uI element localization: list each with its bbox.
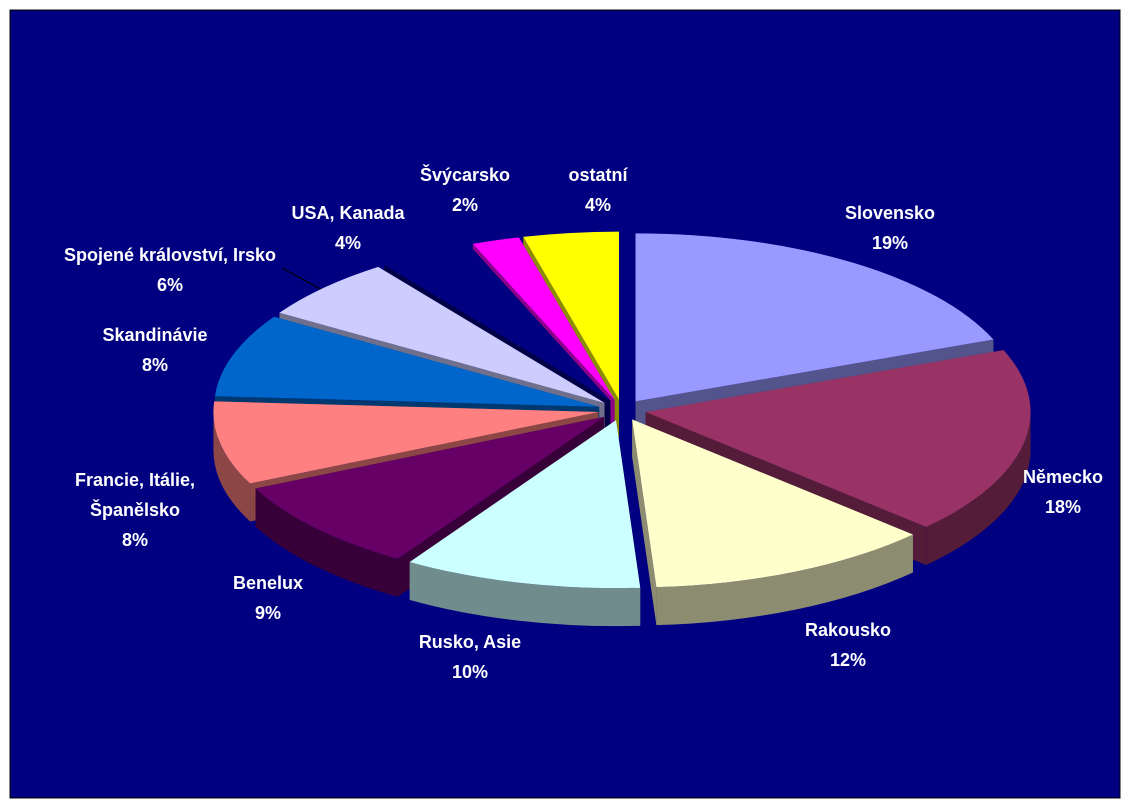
value-label: 6% bbox=[156, 275, 183, 295]
data-label: Skandinávie 8% bbox=[102, 320, 207, 380]
value-label: 8% bbox=[141, 355, 169, 375]
data-label: Spojené království, Irsko 6% bbox=[50, 240, 290, 300]
category-label: Rakousko bbox=[804, 620, 892, 640]
slice bbox=[384, 244, 611, 401]
slice bbox=[523, 231, 619, 400]
slice-wall bbox=[656, 534, 913, 626]
slice bbox=[409, 420, 641, 589]
category-label: Švýcarsko bbox=[419, 165, 511, 185]
category-label: Francie, Itálie, Španělsko bbox=[74, 470, 196, 520]
leader-line bbox=[281, 267, 327, 293]
category-label: Slovensko bbox=[844, 203, 936, 223]
data-label: Švýcarsko 2% bbox=[420, 160, 510, 220]
slice-wall bbox=[926, 411, 1031, 565]
slice-wall bbox=[213, 411, 251, 522]
slice bbox=[213, 401, 599, 484]
value-label: 4% bbox=[584, 195, 612, 215]
data-label: Rusko, Asie 10% bbox=[419, 627, 521, 687]
slice-wall bbox=[255, 488, 398, 597]
category-label: Německo bbox=[1022, 467, 1104, 487]
data-label: Německo 18% bbox=[1023, 462, 1103, 522]
value-label: 4% bbox=[334, 233, 361, 253]
slice bbox=[472, 237, 615, 401]
value-label: 10% bbox=[451, 662, 489, 682]
value-label: 2% bbox=[451, 195, 479, 215]
data-label: Benelux 9% bbox=[233, 568, 303, 628]
category-label: Benelux bbox=[232, 573, 304, 593]
slice bbox=[279, 266, 605, 403]
category-label: Skandinávie bbox=[102, 325, 208, 345]
category-label: Rusko, Asie bbox=[418, 632, 522, 652]
slice bbox=[632, 419, 913, 588]
slice bbox=[255, 416, 604, 559]
value-label: 12% bbox=[829, 650, 867, 670]
slice bbox=[635, 233, 994, 402]
slice bbox=[645, 350, 1031, 527]
slice bbox=[214, 316, 600, 407]
value-label: 9% bbox=[254, 603, 281, 623]
data-label: Slovensko 19% bbox=[845, 198, 935, 258]
slice-wall bbox=[409, 561, 641, 627]
slice-side bbox=[632, 419, 657, 626]
category-label: USA, Kanada bbox=[291, 203, 405, 223]
value-label: 18% bbox=[1044, 497, 1082, 517]
category-label: ostatní bbox=[568, 165, 628, 185]
data-label: USA, Kanada 4% bbox=[291, 198, 404, 258]
value-label: 19% bbox=[871, 233, 909, 253]
data-label: Rakousko 12% bbox=[805, 615, 891, 675]
data-label: Francie, Itálie, Španělsko 8% bbox=[50, 465, 220, 555]
category-label: Spojené království, Irsko bbox=[63, 245, 277, 265]
value-label: 8% bbox=[121, 530, 148, 550]
data-label: ostatní 4% bbox=[568, 160, 627, 220]
